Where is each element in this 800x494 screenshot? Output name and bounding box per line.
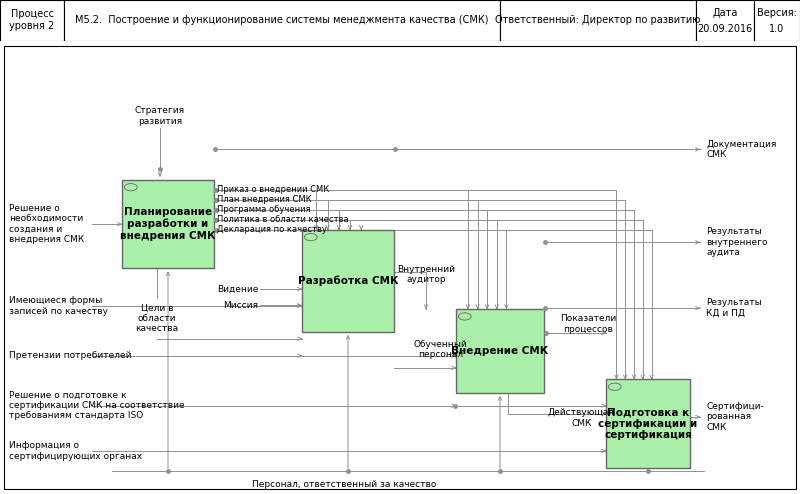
Bar <box>456 309 544 393</box>
Text: Информация о
сертифицирующих органах: Информация о сертифицирующих органах <box>9 441 142 460</box>
Text: Политика в области качества: Политика в области качества <box>218 215 349 224</box>
Text: Внедрение СМК: Внедрение СМК <box>451 346 549 356</box>
Text: Миссия: Миссия <box>223 301 258 310</box>
Text: Обученный
персонал: Обученный персонал <box>414 340 468 360</box>
Text: М5.2.  Построение и функционирование системы менеджмента качества (СМК): М5.2. Построение и функционирование сист… <box>75 15 489 25</box>
Text: План внедрения СМК: План внедрения СМК <box>218 196 312 205</box>
Bar <box>0 0 64 41</box>
Text: Декларация по качеству: Декларация по качеству <box>218 225 327 234</box>
Bar <box>500 0 696 41</box>
Text: 20.09.2016: 20.09.2016 <box>697 24 753 34</box>
Text: Дата: Дата <box>712 8 738 18</box>
Text: Решение о подготовке к
сертификации СМК на соответствие
требованиям стандарта IS: Решение о подготовке к сертификации СМК … <box>9 391 185 420</box>
Text: Сертифици-
рованная
СМК: Сертифици- рованная СМК <box>706 402 764 432</box>
Bar <box>302 230 394 332</box>
Text: Цели в
области
качества: Цели в области качества <box>135 303 178 333</box>
Text: Подготовка к
сертификации и
сертификация: Подготовка к сертификации и сертификация <box>598 407 698 440</box>
Text: Результаты
внутреннего
аудита: Результаты внутреннего аудита <box>706 227 768 257</box>
Text: Видение: Видение <box>217 285 258 293</box>
Text: Показатели
процессов: Показатели процессов <box>560 314 616 333</box>
Text: Стратегия
развития: Стратегия развития <box>135 106 185 125</box>
Text: Претензии потребителей: Претензии потребителей <box>9 351 131 360</box>
Text: Версия:: Версия: <box>757 8 797 18</box>
Text: Процесс
уровня 2: Процесс уровня 2 <box>10 9 54 31</box>
Text: Планирование
разработки и
внедрения СМК: Планирование разработки и внедрения СМК <box>120 207 216 241</box>
Text: Программа обучения: Программа обучения <box>218 206 310 214</box>
Bar <box>64 0 500 41</box>
Text: Внутренний
аудитор: Внутренний аудитор <box>397 265 455 284</box>
Bar <box>122 180 214 268</box>
Text: Персонал, ответственный за качество: Персонал, ответственный за качество <box>252 480 436 490</box>
Text: Ответственный: Директор по развитию: Ответственный: Директор по развитию <box>495 15 701 25</box>
Text: Разработка СМК: Разработка СМК <box>298 276 398 286</box>
Bar <box>606 379 690 468</box>
Bar <box>754 0 800 41</box>
Text: Решение о
необходимости
создания и
внедрения СМК: Решение о необходимости создания и внедр… <box>9 204 84 244</box>
Text: Документация
СМК: Документация СМК <box>706 140 777 159</box>
Text: Действующая
СМК: Действующая СМК <box>548 409 615 428</box>
Text: Приказ о внедрении СМК: Приказ о внедрении СМК <box>218 185 330 195</box>
Text: Результаты
КД и ПД: Результаты КД и ПД <box>706 298 762 318</box>
Text: Имеющиеся формы
записей по качеству: Имеющиеся формы записей по качеству <box>9 296 108 316</box>
Text: 1.0: 1.0 <box>769 24 785 34</box>
Bar <box>696 0 754 41</box>
